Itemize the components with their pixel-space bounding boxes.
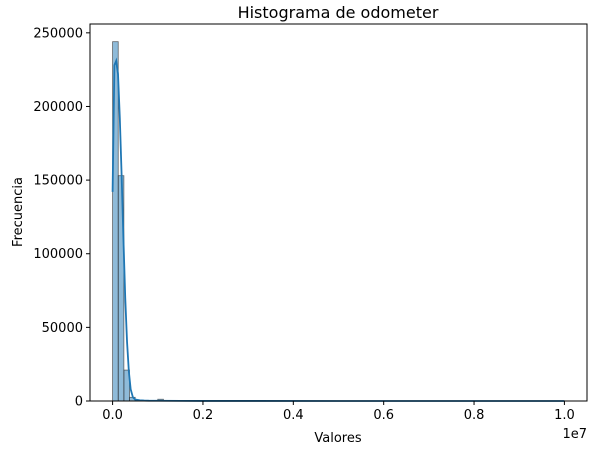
x-tick-label: 0.2 [193, 408, 214, 423]
y-tick-label: 50000 [42, 321, 83, 336]
x-tick-label: 0.0 [102, 408, 123, 423]
y-tick-label: 200000 [33, 100, 83, 115]
plot-background [90, 24, 587, 401]
y-tick-label: 250000 [33, 26, 83, 41]
x-tick-label: 1.0 [554, 408, 575, 423]
y-tick-label: 150000 [33, 174, 83, 189]
x-axis-offset-text: 1e7 [562, 427, 587, 442]
x-tick-label: 0.6 [373, 408, 394, 423]
x-axis-label: Valores [314, 431, 361, 446]
y-axis-label: Frecuencia [11, 177, 26, 247]
chart-title: Histograma de odometer [238, 3, 439, 22]
x-tick-label: 0.8 [464, 408, 485, 423]
x-axis: 0.0 0.2 0.4 0.6 0.8 1.0 [102, 401, 575, 423]
y-axis: 0 50000 100000 150000 200000 250000 [33, 26, 90, 410]
x-tick-label: 0.4 [283, 408, 304, 423]
y-tick-label: 100000 [33, 247, 83, 262]
plot-frame [89, 23, 588, 402]
y-tick-label: 0 [75, 395, 83, 410]
